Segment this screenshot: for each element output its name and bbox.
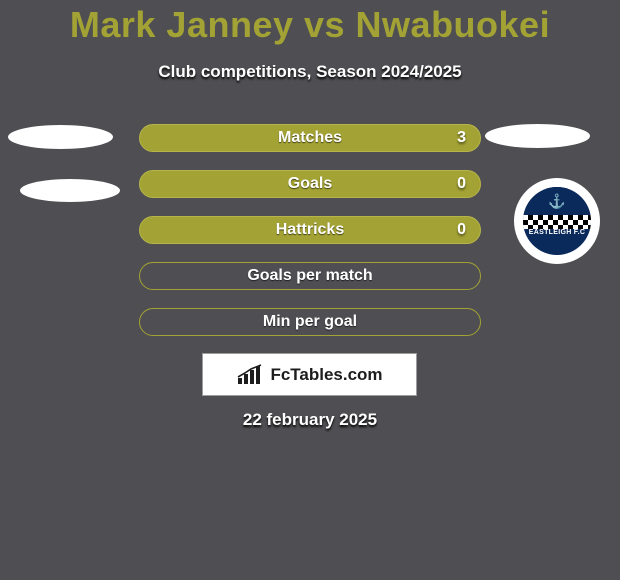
logo-text: FcTables.com bbox=[270, 365, 382, 385]
crest-club-name: EASTLEIGH F.C bbox=[523, 229, 591, 251]
subtitle: Club competitions, Season 2024/2025 bbox=[0, 62, 620, 82]
stat-bars: Matches 3 Goals 0 Hattricks 0 Goals per … bbox=[139, 124, 481, 354]
stat-right-value: 3 bbox=[457, 125, 466, 151]
stat-row-matches: Matches 3 bbox=[139, 124, 481, 152]
stat-row-goals-per-match: Goals per match bbox=[139, 262, 481, 290]
crest-inner: ⚓ EASTLEIGH F.C bbox=[523, 187, 591, 255]
stat-label: Matches bbox=[278, 129, 342, 146]
snapshot-date: 22 february 2025 bbox=[0, 410, 620, 430]
stat-row-min-per-goal: Min per goal bbox=[139, 308, 481, 336]
player-left-avatar-placeholder-1 bbox=[8, 125, 113, 149]
comparison-card: Mark Janney vs Nwabuokei Club competitio… bbox=[0, 0, 620, 580]
crest-emblem-icon: ⚓ bbox=[523, 187, 591, 215]
page-title: Mark Janney vs Nwabuokei bbox=[0, 4, 620, 46]
crest-checker-pattern bbox=[523, 215, 591, 229]
stat-label: Goals per match bbox=[247, 267, 372, 284]
fctables-logo-panel: FcTables.com bbox=[202, 353, 417, 396]
player-left-avatar-placeholder-2 bbox=[20, 179, 120, 202]
bar-chart-icon bbox=[236, 364, 264, 386]
stat-label: Goals bbox=[288, 175, 332, 192]
stat-row-hattricks: Hattricks 0 bbox=[139, 216, 481, 244]
stat-row-goals: Goals 0 bbox=[139, 170, 481, 198]
player-right-strip bbox=[485, 124, 590, 148]
stat-label: Hattricks bbox=[276, 221, 344, 238]
stat-right-value: 0 bbox=[457, 171, 466, 197]
stat-label: Min per goal bbox=[263, 313, 357, 330]
stat-right-value: 0 bbox=[457, 217, 466, 243]
player-right-club-crest: ⚓ EASTLEIGH F.C bbox=[514, 178, 600, 264]
